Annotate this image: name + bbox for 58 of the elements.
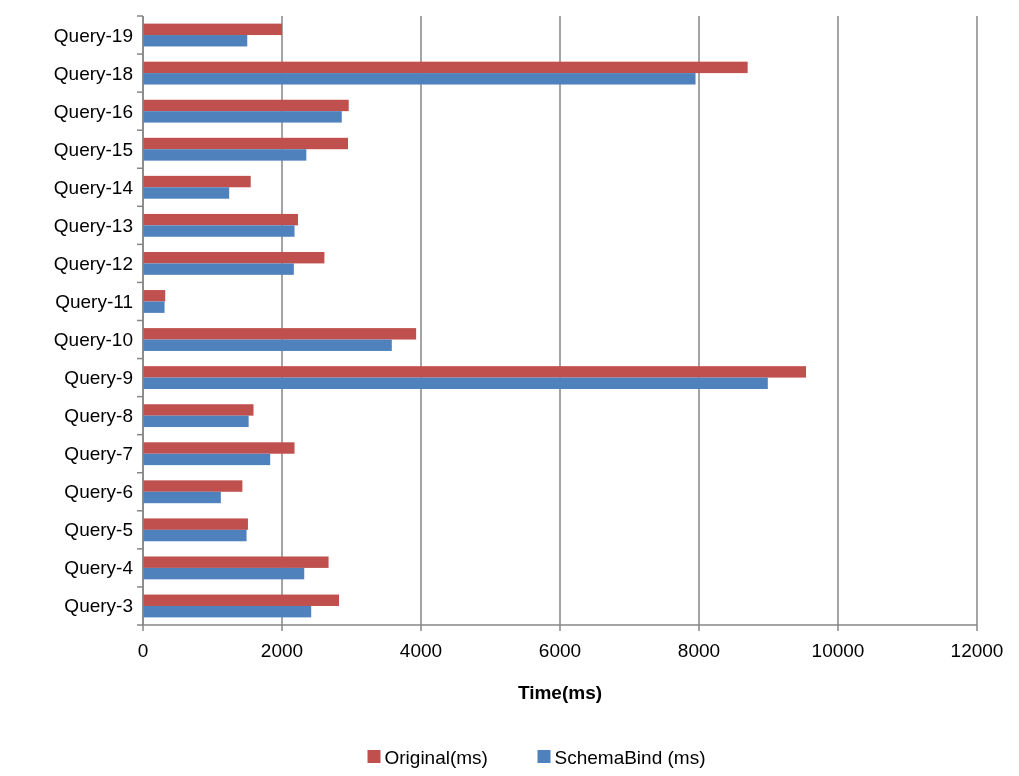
bar <box>143 225 295 237</box>
bar <box>143 301 165 313</box>
x-tick-label: 12000 <box>950 640 1004 661</box>
bar <box>143 556 329 568</box>
legend-label: SchemaBind (ms) <box>554 746 706 768</box>
y-tick-label: Query-13 <box>53 214 133 236</box>
x-tick-label: 6000 <box>538 640 582 661</box>
bar <box>143 404 254 416</box>
y-tick-label: Query-4 <box>64 557 134 579</box>
y-tick-label: Query-11 <box>55 290 133 312</box>
y-tick-label: Query-19 <box>53 24 133 46</box>
bar <box>143 339 392 351</box>
bar <box>143 442 295 454</box>
bar <box>143 251 325 264</box>
y-tick-label: Query-12 <box>53 252 133 274</box>
bar <box>143 328 417 340</box>
bar <box>143 99 349 112</box>
y-tick-label: Query-10 <box>53 329 133 351</box>
bar <box>143 377 768 390</box>
bar <box>143 35 248 47</box>
bar <box>143 415 249 428</box>
x-tick-label: 2000 <box>260 640 304 661</box>
y-tick-label: Query-15 <box>53 138 133 160</box>
bar <box>143 594 339 606</box>
bar <box>143 491 221 504</box>
x-tick-label: 4000 <box>399 640 443 661</box>
y-tick-label: Query-6 <box>64 481 133 503</box>
bar <box>143 73 696 85</box>
bar <box>143 263 294 275</box>
x-tick-label: 0 <box>137 640 149 661</box>
y-tick-label: Query-18 <box>53 62 133 84</box>
y-tick-label: Query-7 <box>64 443 133 465</box>
bar <box>143 23 282 36</box>
bar <box>143 61 748 74</box>
bar <box>143 480 243 492</box>
x-tick-label: 10000 <box>811 640 865 661</box>
bar <box>143 290 166 302</box>
bar <box>143 453 271 466</box>
legend-label: Original(ms) <box>384 746 488 768</box>
bar <box>143 518 248 530</box>
bar <box>143 213 298 226</box>
y-tick-label: Query-8 <box>64 405 133 427</box>
bar <box>143 111 342 123</box>
bar <box>143 137 349 150</box>
bar <box>143 529 247 542</box>
bar <box>143 366 807 378</box>
y-tick-label: Query-3 <box>64 595 133 617</box>
bar <box>143 605 312 618</box>
bar <box>143 149 307 161</box>
bar <box>143 175 251 188</box>
bar <box>143 567 305 580</box>
y-tick-label: Query-14 <box>53 176 134 198</box>
y-tick-label: Query-16 <box>53 100 133 122</box>
x-tick-label: 8000 <box>677 640 721 661</box>
y-tick-label: Query-9 <box>64 367 133 389</box>
x-axis-title: Time(ms) <box>517 682 603 703</box>
bar <box>143 187 230 199</box>
y-tick-label: Query-5 <box>64 519 133 541</box>
